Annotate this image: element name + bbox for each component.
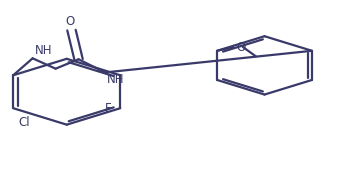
Text: NH: NH xyxy=(107,73,124,86)
Text: NH: NH xyxy=(35,44,52,57)
Text: O: O xyxy=(65,15,74,28)
Text: O: O xyxy=(236,40,246,53)
Text: F: F xyxy=(105,102,111,115)
Text: Cl: Cl xyxy=(19,116,30,129)
